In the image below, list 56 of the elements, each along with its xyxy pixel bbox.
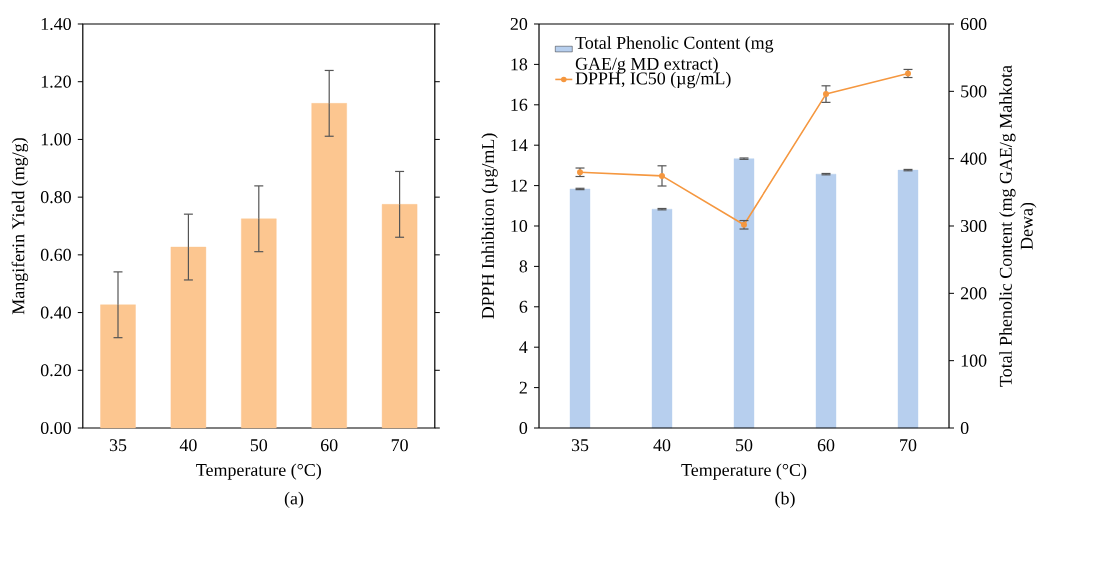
y2-tick-label: 0 [960,421,969,435]
x-axis-title: Temperature (°C) [681,463,807,480]
y2-tick-label: 600 [960,17,987,31]
x-tick-label: 40 [179,439,197,452]
x-tick-label: 60 [321,439,338,452]
y-tick-label: 0.00 [40,421,71,435]
y-tick-label: 20 [510,17,528,31]
y-tick-label: 18 [511,58,528,71]
bar [381,204,418,429]
x-tick-label: 60 [817,439,835,452]
x-tick-label: 70 [391,439,408,452]
text: (b) [775,491,795,509]
y-axis-title: Mangiferin Yield (mg/g) [11,138,29,315]
y2-tick-label: 300 [961,219,987,233]
y2-tick-label: 500 [961,85,987,98]
y-tick-label: 1.00 [41,133,71,146]
bar [170,246,207,429]
x-tick-label: 35 [109,439,127,452]
y-tick-label: 0.60 [40,248,71,261]
point [823,91,829,98]
y-tick-label: 1.20 [41,75,71,88]
text: (a) [284,491,304,509]
y-tick-label: 0.40 [40,306,71,319]
y-tick-label: 6 [519,300,528,313]
bar [897,169,919,429]
y-tick-label: 0.20 [40,364,71,377]
bar [100,304,136,429]
y-tick-label: 12 [511,179,527,192]
y-tick-label: 14 [511,139,528,152]
x-tick-label: 50 [250,439,268,452]
x-tick-label: 35 [571,439,589,452]
point [659,172,665,179]
y2-axis-title: Total Phenolic Content (mg GAE/g Mahkota Dewa) [999,65,1037,387]
x-tick-label: 70 [900,439,917,452]
bar [733,158,755,429]
y-tick-label: 16 [511,98,528,111]
y-tick-label: 2 [519,381,527,394]
y2-tick-label: 100 [961,354,987,367]
y2-tick-label: 400 [960,152,987,165]
x-tick-label: 50 [736,439,753,452]
legend-label: DPPH, IC50 (µg/mL) [575,71,731,89]
x-tick-label: 40 [653,439,671,452]
bar [311,103,347,429]
bar [569,188,591,429]
x-axis-title: Temperature (°C) [196,463,321,480]
bar [815,173,837,429]
y-tick-label: 0 [519,421,528,435]
y-tick-label: 8 [519,260,528,273]
bar [651,208,673,429]
y-tick-label: 4 [519,341,528,354]
y-tick-label: 10 [511,219,528,233]
y-axis-title: DPPH Inhibition (µg/mL) [481,133,498,319]
y-tick-label: 1.40 [41,17,71,31]
y-tick-label: 0.80 [40,191,71,204]
y2-tick-label: 200 [960,287,987,300]
bar [241,218,277,429]
